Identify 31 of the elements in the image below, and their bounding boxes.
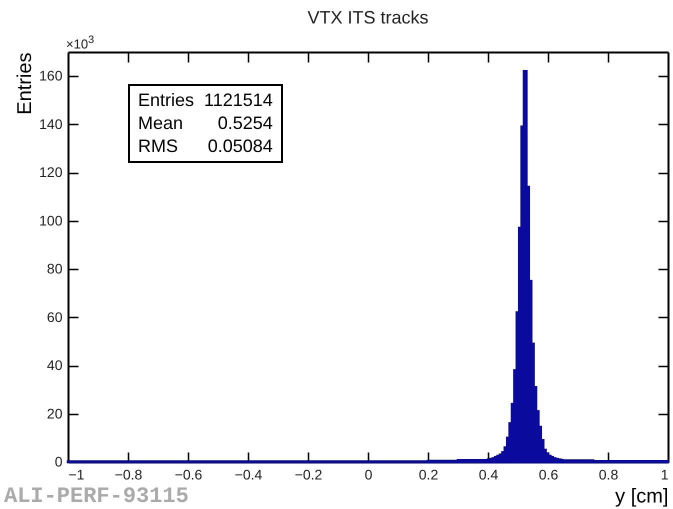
y-tick-label: 40 <box>46 357 63 374</box>
x-tick-label: −1 <box>68 466 85 482</box>
y-tick-label: 100 <box>39 212 63 228</box>
x-tick-label: 0.6 <box>538 466 558 482</box>
y-tick-label: 160 <box>39 68 63 84</box>
x-tick-label: 0.4 <box>478 466 498 482</box>
y-tick-label: 20 <box>46 405 63 422</box>
y-tick-label: 0 <box>54 454 63 470</box>
annotation: 0.05084 <box>206 136 273 157</box>
chart-title: VTX ITS tracks <box>307 7 429 28</box>
x-tick-label: −0.8 <box>114 466 143 482</box>
annotation: 0.5254 <box>216 113 273 134</box>
x-tick-label: 0 <box>364 466 373 482</box>
text: ALI-PERF-93115 <box>4 484 189 509</box>
text: ×10$^{3}$ <box>66 34 94 52</box>
x-tick-label: −0.6 <box>174 466 203 482</box>
y-tick-label: 120 <box>39 164 63 180</box>
annotation: 1121514 <box>204 90 273 111</box>
y-axis-title: Entries <box>14 52 36 115</box>
x-tick-label: 0.8 <box>598 466 618 482</box>
x-tick-label: −0.4 <box>234 466 263 482</box>
y-tick-label: 80 <box>46 260 63 277</box>
x-tick-label: −0.2 <box>294 466 323 482</box>
x-tick-label: 1 <box>660 466 669 482</box>
annotation: RMS <box>138 136 179 157</box>
y-tick-label: 60 <box>46 308 63 325</box>
y-tick-label: 140 <box>39 116 63 132</box>
annotation: Mean <box>138 113 184 134</box>
x-axis-title: y [cm] <box>615 486 668 508</box>
x-tick-label: 0.2 <box>418 466 438 482</box>
annotation: Entries <box>138 90 194 111</box>
